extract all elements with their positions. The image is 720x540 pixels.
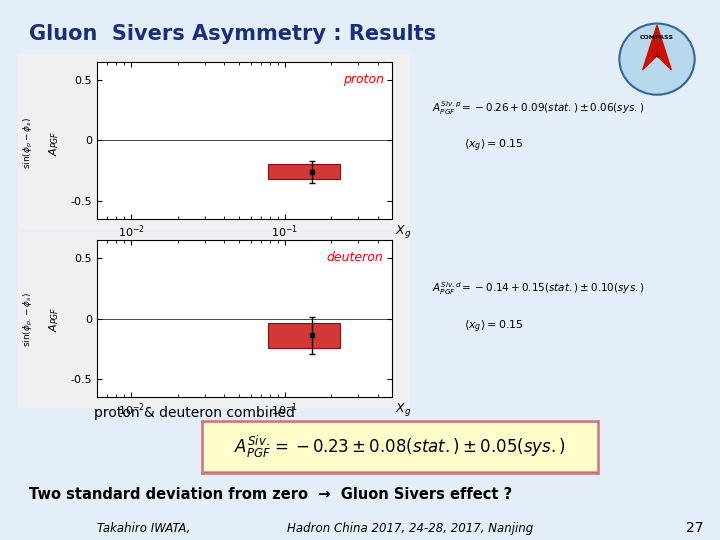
Text: $\sin(\phi_{p,} - \phi_s)$: $\sin(\phi_{p,} - \phi_s)$ xyxy=(22,292,35,347)
Polygon shape xyxy=(643,25,671,70)
Text: proton: proton xyxy=(343,73,384,86)
Text: $\langle x_g \rangle = 0.15$: $\langle x_g \rangle = 0.15$ xyxy=(464,319,524,335)
Text: Two standard deviation from zero  →  Gluon Sivers effect ?: Two standard deviation from zero → Gluon… xyxy=(29,487,512,502)
Text: Gluon  Sivers Asymmetry : Results: Gluon Sivers Asymmetry : Results xyxy=(29,24,436,44)
Text: 27: 27 xyxy=(686,521,703,535)
Text: COMPASS: COMPASS xyxy=(640,35,674,39)
Circle shape xyxy=(619,24,695,94)
Text: $X_g$: $X_g$ xyxy=(395,222,412,240)
FancyBboxPatch shape xyxy=(186,421,613,472)
Bar xyxy=(269,165,340,179)
Text: $\langle x_g \rangle = 0.15$: $\langle x_g \rangle = 0.15$ xyxy=(464,138,524,154)
Text: $A_{PGF}^{Siv.p} = -0.26 + 0.09(stat.) \pm 0.06(sys.)$: $A_{PGF}^{Siv.p} = -0.26 + 0.09(stat.) \… xyxy=(432,99,644,117)
Text: $X_g$: $X_g$ xyxy=(395,401,412,418)
Text: proton & deuteron combined: proton & deuteron combined xyxy=(94,406,294,420)
Text: $A_{PGF}^{Siv.} = -0.23 \pm 0.08(stat.) \pm 0.05(sys.)$: $A_{PGF}^{Siv.} = -0.23 \pm 0.08(stat.) … xyxy=(234,434,565,460)
Text: deuteron: deuteron xyxy=(327,251,384,264)
Text: $A_{PGF}^{Siv.d} = -0.14 + 0.15(stat.) \pm 0.10(sys.)$: $A_{PGF}^{Siv.d} = -0.14 + 0.15(stat.) \… xyxy=(432,280,645,298)
Text: $A_{PGF}$: $A_{PGF}$ xyxy=(47,307,61,333)
Text: $A_{PGF}$: $A_{PGF}$ xyxy=(47,130,61,156)
Text: Takahiro IWATA,: Takahiro IWATA, xyxy=(97,522,191,535)
Text: $\sin(\phi_p - \phi_s)$: $\sin(\phi_p - \phi_s)$ xyxy=(22,117,35,169)
Bar xyxy=(269,323,340,348)
Text: Hadron China 2017, 24-28, 2017, Nanjing: Hadron China 2017, 24-28, 2017, Nanjing xyxy=(287,522,534,535)
